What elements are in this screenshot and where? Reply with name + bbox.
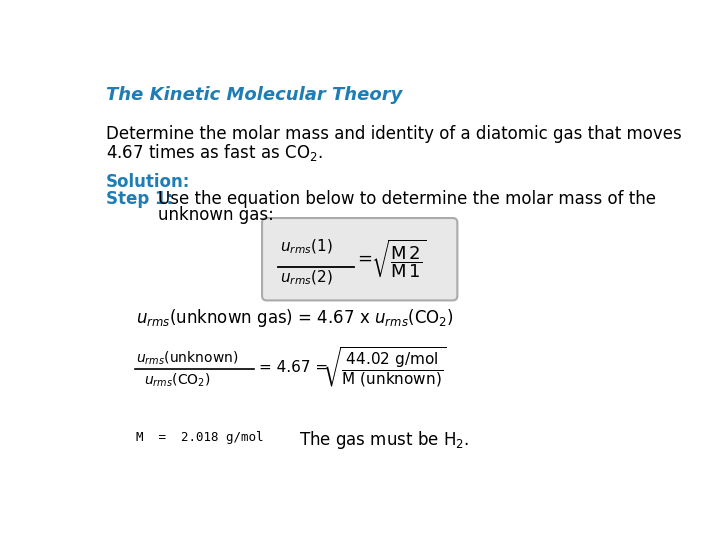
Text: The Kinetic Molecular Theory: The Kinetic Molecular Theory (106, 86, 402, 104)
Text: $\it{u}_{rms}$(unknown): $\it{u}_{rms}$(unknown) (137, 350, 239, 367)
Text: $\it{u}_{rms}$(2): $\it{u}_{rms}$(2) (280, 269, 333, 287)
Text: $\it{u}_{rms}$(1): $\it{u}_{rms}$(1) (280, 238, 333, 256)
Text: Step 1:: Step 1: (106, 190, 173, 208)
Text: $\sqrt{\dfrac{44.02\ \mathrm{g/mol}}{\mathrm{M\ (unknown)}}}$: $\sqrt{\dfrac{44.02\ \mathrm{g/mol}}{\ma… (323, 346, 447, 389)
Text: $\sqrt{\dfrac{\mathrm{M}\,2}{\mathrm{M}\,1}}$: $\sqrt{\dfrac{\mathrm{M}\,2}{\mathrm{M}\… (372, 238, 427, 280)
Text: =: = (357, 250, 372, 268)
Text: Solution:: Solution: (106, 173, 190, 191)
Text: $\it{u}_{rms}$(CO$_2$): $\it{u}_{rms}$(CO$_2$) (144, 372, 211, 389)
Text: M  =  2.018 g/mol: M = 2.018 g/mol (137, 430, 264, 443)
Text: $\it{u}_{rms}$(unknown gas) = 4.67 x $\it{u}_{rms}$(CO$_2$): $\it{u}_{rms}$(unknown gas) = 4.67 x $\i… (137, 307, 454, 329)
FancyBboxPatch shape (262, 218, 457, 300)
Text: The gas must be H$_2$.: The gas must be H$_2$. (300, 429, 469, 451)
Text: = 4.67 =: = 4.67 = (259, 360, 328, 375)
Text: unknown gas:: unknown gas: (158, 206, 274, 224)
Text: Determine the molar mass and identity of a diatomic gas that moves: Determine the molar mass and identity of… (106, 125, 681, 143)
Text: Use the equation below to determine the molar mass of the: Use the equation below to determine the … (158, 190, 656, 208)
Text: 4.67 times as fast as CO$_2$.: 4.67 times as fast as CO$_2$. (106, 142, 323, 163)
